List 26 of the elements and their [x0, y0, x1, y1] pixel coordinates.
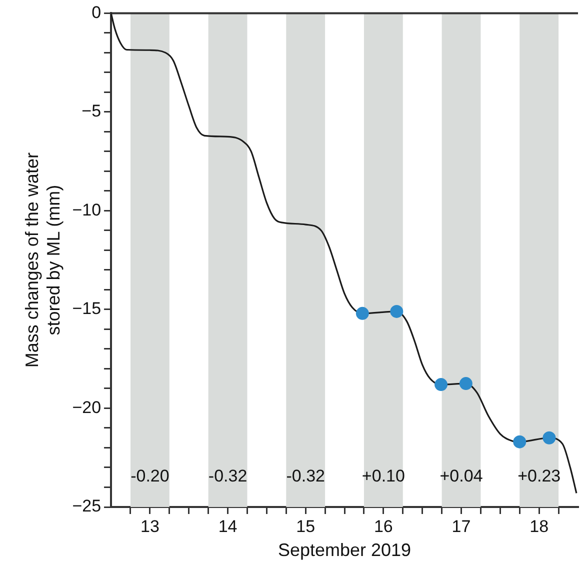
point [390, 304, 404, 318]
annotation: +0.23 [518, 466, 561, 486]
point [356, 306, 369, 320]
y-tick-label: −10 [72, 200, 102, 220]
point [542, 431, 556, 444]
x-tick-label: 16 [374, 516, 393, 536]
y-tick-label: −25 [72, 496, 102, 516]
annotation: +0.10 [362, 466, 405, 486]
point [513, 435, 526, 448]
x-axis-title: September 2019 [278, 540, 412, 560]
x-tick-label: 18 [530, 516, 549, 536]
y-tick-label: −15 [72, 299, 102, 318]
annotation: -0.32 [286, 466, 325, 486]
annotation: +0.04 [440, 466, 483, 486]
x-tick-label: 15 [296, 516, 316, 536]
annotation: -0.32 [208, 466, 248, 486]
y-tick-label: 0 [92, 2, 102, 22]
y-tick-label: −20 [72, 398, 102, 417]
x-tick-label: 17 [452, 516, 471, 536]
point [434, 378, 448, 392]
point [459, 377, 472, 390]
annotation: -0.20 [130, 466, 170, 486]
x-tick-label: 13 [140, 516, 160, 536]
x-tick-label: 14 [218, 516, 238, 536]
y-axis-title: Mass changes of the water stored by ML (mm) [22, 152, 64, 368]
y-tick-label: −5 [82, 102, 102, 121]
